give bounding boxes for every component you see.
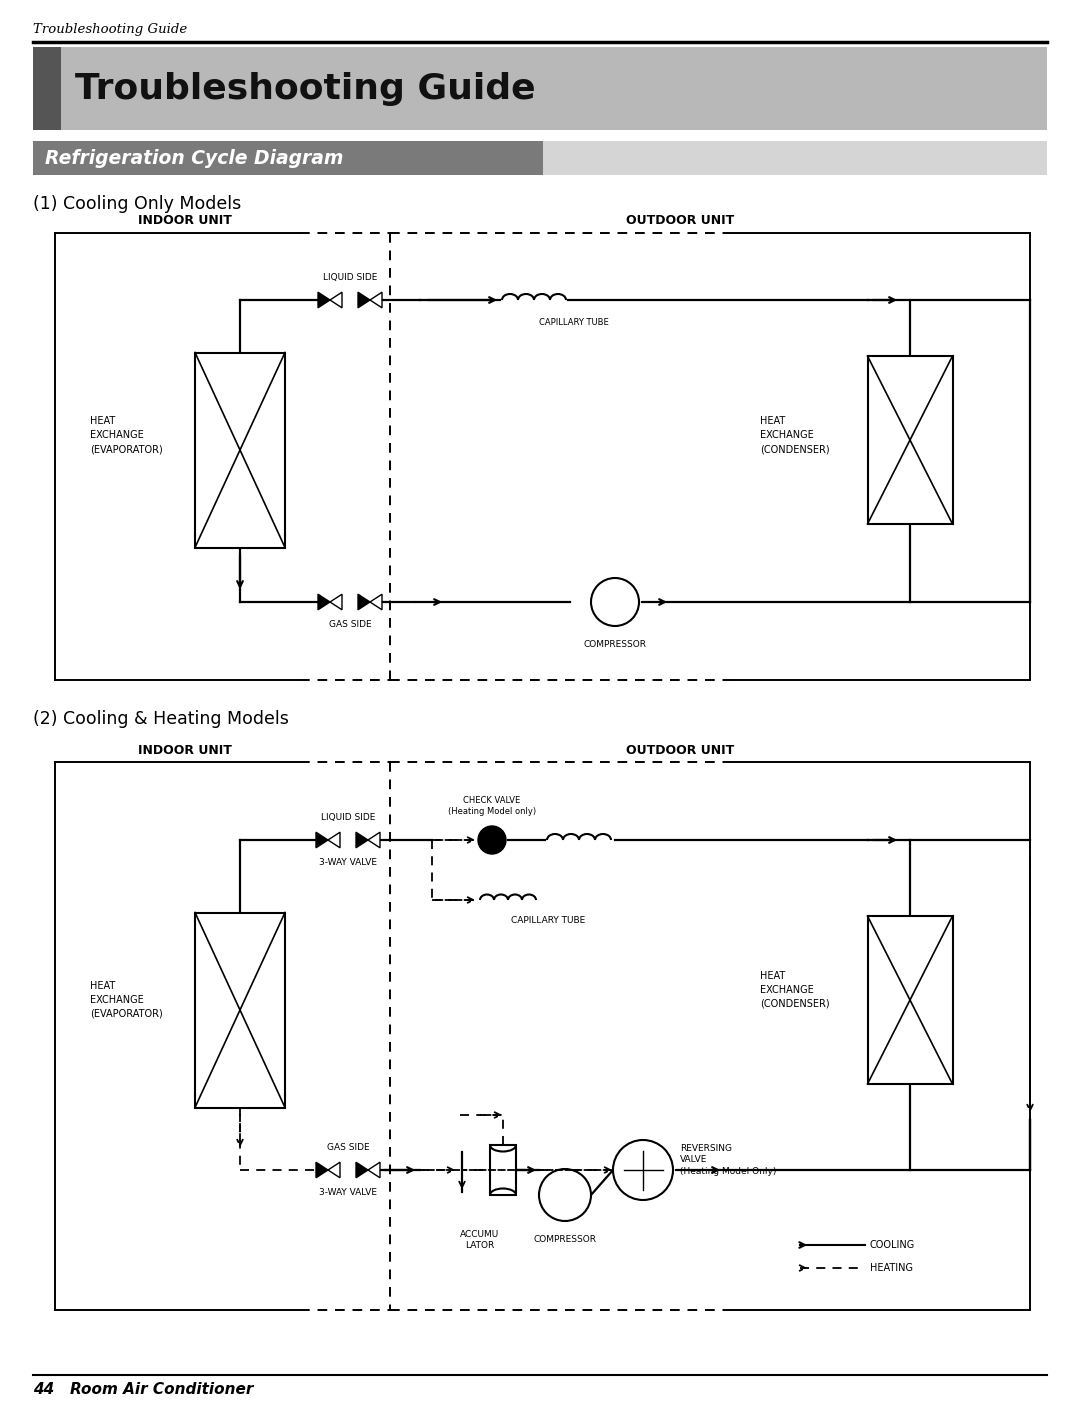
- Text: OUTDOOR UNIT: OUTDOOR UNIT: [626, 215, 734, 228]
- Text: Troubleshooting Guide: Troubleshooting Guide: [75, 72, 536, 105]
- Text: CAPILLARY TUBE: CAPILLARY TUBE: [511, 916, 585, 924]
- Bar: [543, 140, 1047, 176]
- Text: 3-WAY VALVE: 3-WAY VALVE: [319, 858, 377, 867]
- Text: LIQUID SIDE: LIQUID SIDE: [321, 813, 375, 822]
- Polygon shape: [316, 1162, 328, 1177]
- Text: HEAT
EXCHANGE
(EVAPORATOR): HEAT EXCHANGE (EVAPORATOR): [90, 416, 163, 454]
- Text: GAS SIDE: GAS SIDE: [328, 620, 372, 629]
- Text: OUTDOOR UNIT: OUTDOOR UNIT: [626, 743, 734, 756]
- Text: CHECK VALVE
(Heating Model only): CHECK VALVE (Heating Model only): [448, 795, 536, 816]
- Text: COOLING: COOLING: [870, 1241, 915, 1250]
- Bar: [867, 916, 953, 1085]
- Polygon shape: [318, 292, 330, 308]
- Text: COMPRESSOR: COMPRESSOR: [583, 641, 647, 649]
- Circle shape: [591, 577, 639, 627]
- Bar: [33, 46, 1047, 131]
- Text: 44   Room Air Conditioner: 44 Room Air Conditioner: [33, 1383, 254, 1398]
- Text: REVERSING
VALVE
(Heating Model Only): REVERSING VALVE (Heating Model Only): [680, 1145, 777, 1176]
- Text: HEAT
EXCHANGE
(CONDENSER): HEAT EXCHANGE (CONDENSER): [760, 416, 829, 454]
- Polygon shape: [356, 1162, 368, 1177]
- Bar: [33, 46, 60, 131]
- Text: INDOOR UNIT: INDOOR UNIT: [138, 743, 232, 756]
- Bar: [490, 1145, 516, 1196]
- Bar: [195, 912, 285, 1107]
- Polygon shape: [318, 594, 330, 610]
- Text: Refrigeration Cycle Diagram: Refrigeration Cycle Diagram: [45, 149, 343, 167]
- Text: CAPILLARY TUBE: CAPILLARY TUBE: [539, 318, 609, 327]
- Text: COMPRESSOR: COMPRESSOR: [534, 1235, 596, 1243]
- Polygon shape: [316, 832, 328, 847]
- Polygon shape: [357, 292, 370, 308]
- Bar: [195, 353, 285, 548]
- Circle shape: [478, 826, 507, 854]
- Circle shape: [539, 1169, 591, 1221]
- Text: 3-WAY VALVE: 3-WAY VALVE: [319, 1189, 377, 1197]
- Text: (1) Cooling Only Models: (1) Cooling Only Models: [33, 195, 241, 214]
- Text: HEATING: HEATING: [870, 1263, 913, 1273]
- Text: LIQUID SIDE: LIQUID SIDE: [323, 273, 377, 282]
- Text: HEAT
EXCHANGE
(EVAPORATOR): HEAT EXCHANGE (EVAPORATOR): [90, 981, 163, 1019]
- Text: Troubleshooting Guide: Troubleshooting Guide: [33, 24, 187, 37]
- Polygon shape: [356, 832, 368, 847]
- Text: INDOOR UNIT: INDOOR UNIT: [138, 215, 232, 228]
- Text: (2) Cooling & Heating Models: (2) Cooling & Heating Models: [33, 710, 288, 728]
- Text: GAS SIDE: GAS SIDE: [326, 1144, 369, 1152]
- Bar: [33, 140, 543, 176]
- Text: HEAT
EXCHANGE
(CONDENSER): HEAT EXCHANGE (CONDENSER): [760, 971, 829, 1009]
- Bar: [867, 355, 953, 524]
- Polygon shape: [357, 594, 370, 610]
- Circle shape: [613, 1139, 673, 1200]
- Text: ACCUMU
LATOR: ACCUMU LATOR: [460, 1229, 500, 1250]
